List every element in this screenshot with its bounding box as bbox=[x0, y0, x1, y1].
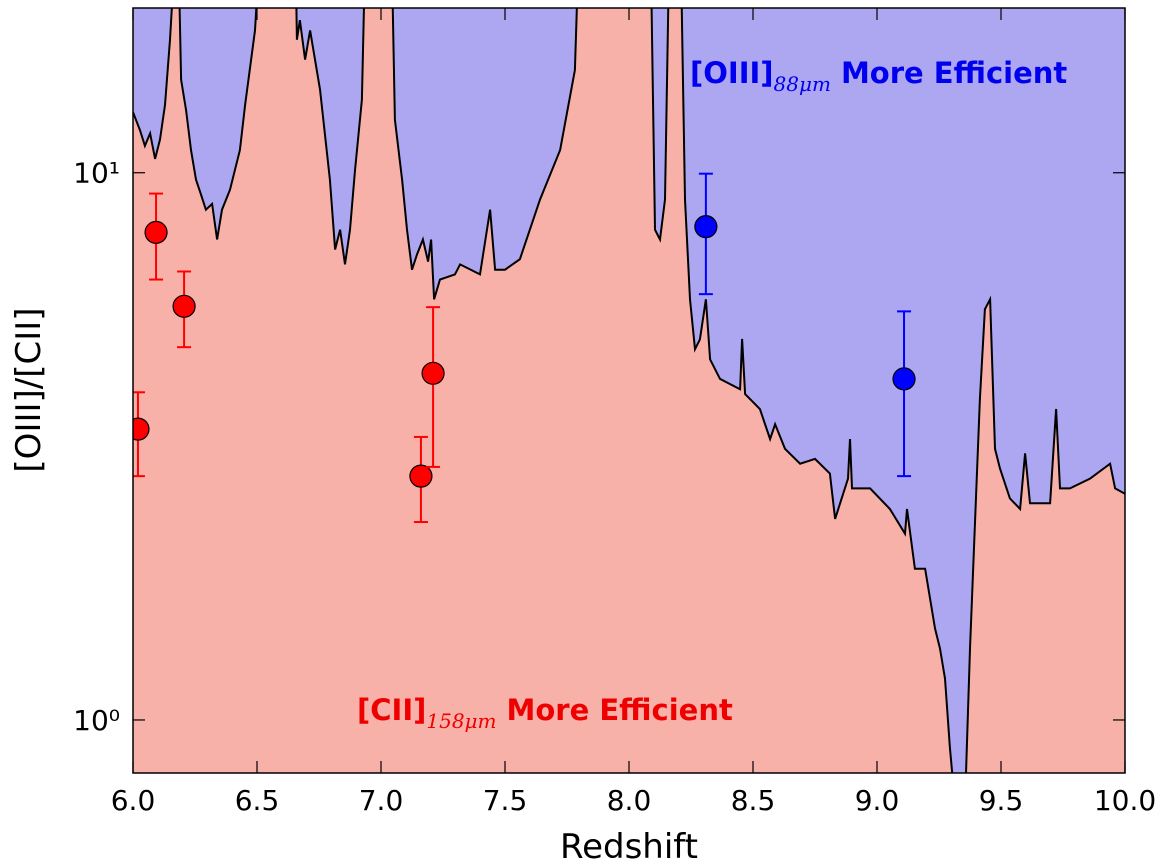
y-tick-label: 10¹ bbox=[73, 157, 120, 190]
data-point bbox=[409, 464, 433, 488]
data-point bbox=[133, 417, 150, 441]
annotation-text: [CII] bbox=[357, 693, 426, 727]
data-point bbox=[694, 215, 718, 239]
x-tick-label: 6.5 bbox=[235, 784, 280, 817]
x-tick-label: 7.0 bbox=[359, 784, 404, 817]
annotation-rest: More Efficient bbox=[841, 56, 1067, 90]
x-tick-label: 8.0 bbox=[607, 784, 652, 817]
y-axis-label: [OIII]/[CII] bbox=[9, 307, 49, 472]
ratio-curve bbox=[133, 8, 1125, 773]
annotation-sub: 158μm bbox=[426, 709, 496, 733]
data-point bbox=[144, 220, 168, 244]
x-tick-label: 8.5 bbox=[731, 784, 776, 817]
data-point bbox=[892, 367, 916, 391]
x-tick-label: 9.5 bbox=[979, 784, 1024, 817]
plot-area bbox=[133, 8, 1125, 773]
data-point bbox=[421, 361, 445, 385]
x-tick-label: 6.0 bbox=[111, 784, 156, 817]
x-axis-label: Redshift bbox=[560, 827, 698, 865]
region-below bbox=[133, 8, 1125, 773]
data-point bbox=[172, 294, 196, 318]
x-tick-label: 10.0 bbox=[1094, 784, 1156, 817]
x-tick-label: 7.5 bbox=[483, 784, 528, 817]
annotation-cii: [CII]158μm More Efficient bbox=[357, 693, 733, 733]
annotation-sub: 88μm bbox=[774, 72, 831, 96]
annotation-rest: More Efficient bbox=[507, 693, 733, 727]
y-tick-label: 10⁰ bbox=[73, 704, 120, 737]
x-tick-label: 9.0 bbox=[855, 784, 900, 817]
axes-frame bbox=[132, 7, 1126, 774]
annotation-text: [OIII] bbox=[690, 56, 774, 90]
annotation-oiii: [OIII]88μm More Efficient bbox=[690, 56, 1067, 96]
overlay: 6.0 6.5 7.0 7.5 8.0 8.5 9.0 9.5 10.0 10⁰ 10¹ bbox=[73, 8, 1156, 817]
